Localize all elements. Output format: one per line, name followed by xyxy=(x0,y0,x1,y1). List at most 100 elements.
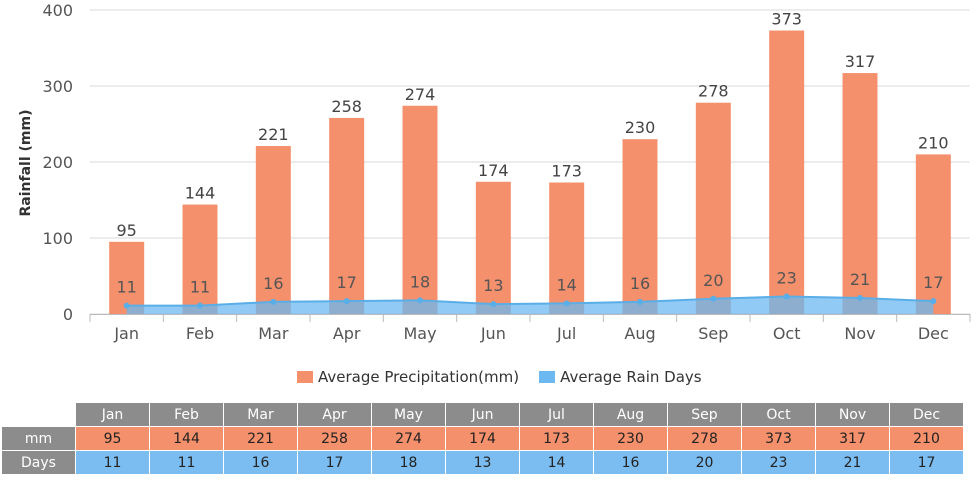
bar-precipitation xyxy=(255,146,291,314)
data-label-precipitation: 258 xyxy=(331,97,362,116)
bar-precipitation xyxy=(915,154,951,314)
x-tick-label: May xyxy=(403,324,436,343)
table-header-cell: Jan xyxy=(76,403,149,426)
x-tick-label: Mar xyxy=(258,324,289,343)
table-header-cell: May xyxy=(372,403,445,426)
legend-swatch-precipitation xyxy=(297,371,313,383)
legend-item-rain-days[interactable]: Average Rain Days xyxy=(539,368,702,386)
data-label-precipitation: 278 xyxy=(698,82,729,101)
data-label-rain-days: 11 xyxy=(190,278,210,297)
table-header-cell: Dec xyxy=(890,403,963,426)
data-label-rain-days: 20 xyxy=(703,271,723,290)
data-label-precipitation: 174 xyxy=(478,161,509,180)
y-axis-label: Rainfall (mm) xyxy=(18,110,34,217)
y-tick-label: 100 xyxy=(42,229,73,248)
data-label-precipitation: 173 xyxy=(551,162,582,181)
point-rain-days xyxy=(197,302,203,309)
table-cell: 21 xyxy=(816,451,889,474)
data-label-precipitation: 95 xyxy=(116,221,136,240)
table-cell: 11 xyxy=(76,451,149,474)
table-header-cell: Nov xyxy=(816,403,889,426)
point-rain-days xyxy=(343,298,350,305)
x-tick-label: Jun xyxy=(480,324,506,343)
data-label-precipitation: 221 xyxy=(258,125,289,144)
table-cell: 17 xyxy=(298,451,371,474)
data-table: Jan Feb Mar Apr May Jun Jul Aug Sep Oct Nov Dec mm 95… xyxy=(1,402,964,475)
y-tick-label: 200 xyxy=(42,153,73,172)
table-cell: 11 xyxy=(150,451,223,474)
point-rain-days xyxy=(123,302,130,309)
point-rain-days xyxy=(417,297,423,304)
data-label-rain-days: 11 xyxy=(116,278,136,297)
table-cell: 20 xyxy=(668,451,741,474)
legend-label-precipitation: Average Precipitation(mm) xyxy=(318,368,520,386)
table-header-cell: Apr xyxy=(298,403,371,426)
table-cell: 18 xyxy=(372,451,445,474)
data-label-rain-days: 21 xyxy=(850,270,870,289)
table-cell: 13 xyxy=(446,451,519,474)
data-label-rain-days: 17 xyxy=(923,273,943,292)
table-cell: 210 xyxy=(890,427,963,450)
table-corner xyxy=(2,403,75,426)
table-row-label: Days xyxy=(2,451,75,474)
legend: Average Precipitation(mm) Average Rain D… xyxy=(297,368,722,386)
x-tick-label: Sep xyxy=(698,324,728,343)
table-cell: 144 xyxy=(150,427,223,450)
table-row: Days 11 11 16 17 18 13 14 16 20 23 21 17 xyxy=(2,451,963,474)
line-rain-days xyxy=(126,295,934,307)
table-header-cell: Aug xyxy=(594,403,667,426)
x-tick-label: Apr xyxy=(333,324,361,343)
bar-precipitation xyxy=(475,181,511,314)
data-label-precipitation: 144 xyxy=(185,184,216,203)
data-label-precipitation: 317 xyxy=(845,52,876,71)
point-rain-days xyxy=(490,301,497,308)
table-cell: 17 xyxy=(890,451,963,474)
legend-label-rain-days: Average Rain Days xyxy=(560,368,702,386)
table-cell: 95 xyxy=(76,427,149,450)
table-cell: 16 xyxy=(224,451,297,474)
table-cell: 373 xyxy=(742,427,815,450)
table-cell: 23 xyxy=(742,451,815,474)
point-rain-days xyxy=(930,298,937,305)
table-row: mm 95 144 221 258 274 174 173 230 278 373 317 210 xyxy=(2,427,963,450)
table-header-cell: Jul xyxy=(520,403,593,426)
x-tick-label: Dec xyxy=(918,324,949,343)
point-rain-days xyxy=(783,293,790,300)
table-header-cell: Sep xyxy=(668,403,741,426)
legend-item-precipitation[interactable]: Average Precipitation(mm) xyxy=(297,368,519,386)
point-rain-days xyxy=(270,298,277,305)
point-rain-days xyxy=(637,298,643,305)
data-label-rain-days: 23 xyxy=(776,269,796,288)
table-header-cell: Mar xyxy=(224,403,297,426)
point-rain-days xyxy=(857,295,863,302)
table-cell: 258 xyxy=(298,427,371,450)
bar-precipitation xyxy=(329,117,365,314)
data-label-rain-days: 16 xyxy=(630,274,650,293)
y-tick-label: 400 xyxy=(42,1,73,20)
x-tick-label: Aug xyxy=(624,324,655,343)
data-label-rain-days: 17 xyxy=(336,273,356,292)
table-cell: 221 xyxy=(224,427,297,450)
y-tick-label: 300 xyxy=(42,77,73,96)
data-label-rain-days: 16 xyxy=(263,274,283,293)
bar-precipitation xyxy=(769,30,805,315)
bar-precipitation xyxy=(695,102,731,314)
bar-precipitation xyxy=(842,73,878,314)
legend-swatch-rain-days xyxy=(539,371,556,383)
table-header-cell: Oct xyxy=(742,403,815,426)
bar-precipitation xyxy=(549,182,585,314)
bar-precipitation xyxy=(622,139,658,314)
data-label-precipitation: 373 xyxy=(771,10,802,29)
table-cell: 173 xyxy=(520,427,593,450)
data-label-precipitation: 210 xyxy=(918,133,949,152)
x-tick-label: Nov xyxy=(844,324,875,343)
table-cell: 14 xyxy=(520,451,593,474)
x-tick-label: Jan xyxy=(113,324,139,343)
bar-precipitation xyxy=(182,204,218,314)
y-tick-label: 0 xyxy=(63,305,73,324)
x-tick-label: Feb xyxy=(186,324,214,343)
table-cell: 230 xyxy=(594,427,667,450)
data-label-precipitation: 274 xyxy=(405,85,436,104)
data-label-rain-days: 18 xyxy=(410,272,430,291)
x-tick-label: Oct xyxy=(773,324,801,343)
